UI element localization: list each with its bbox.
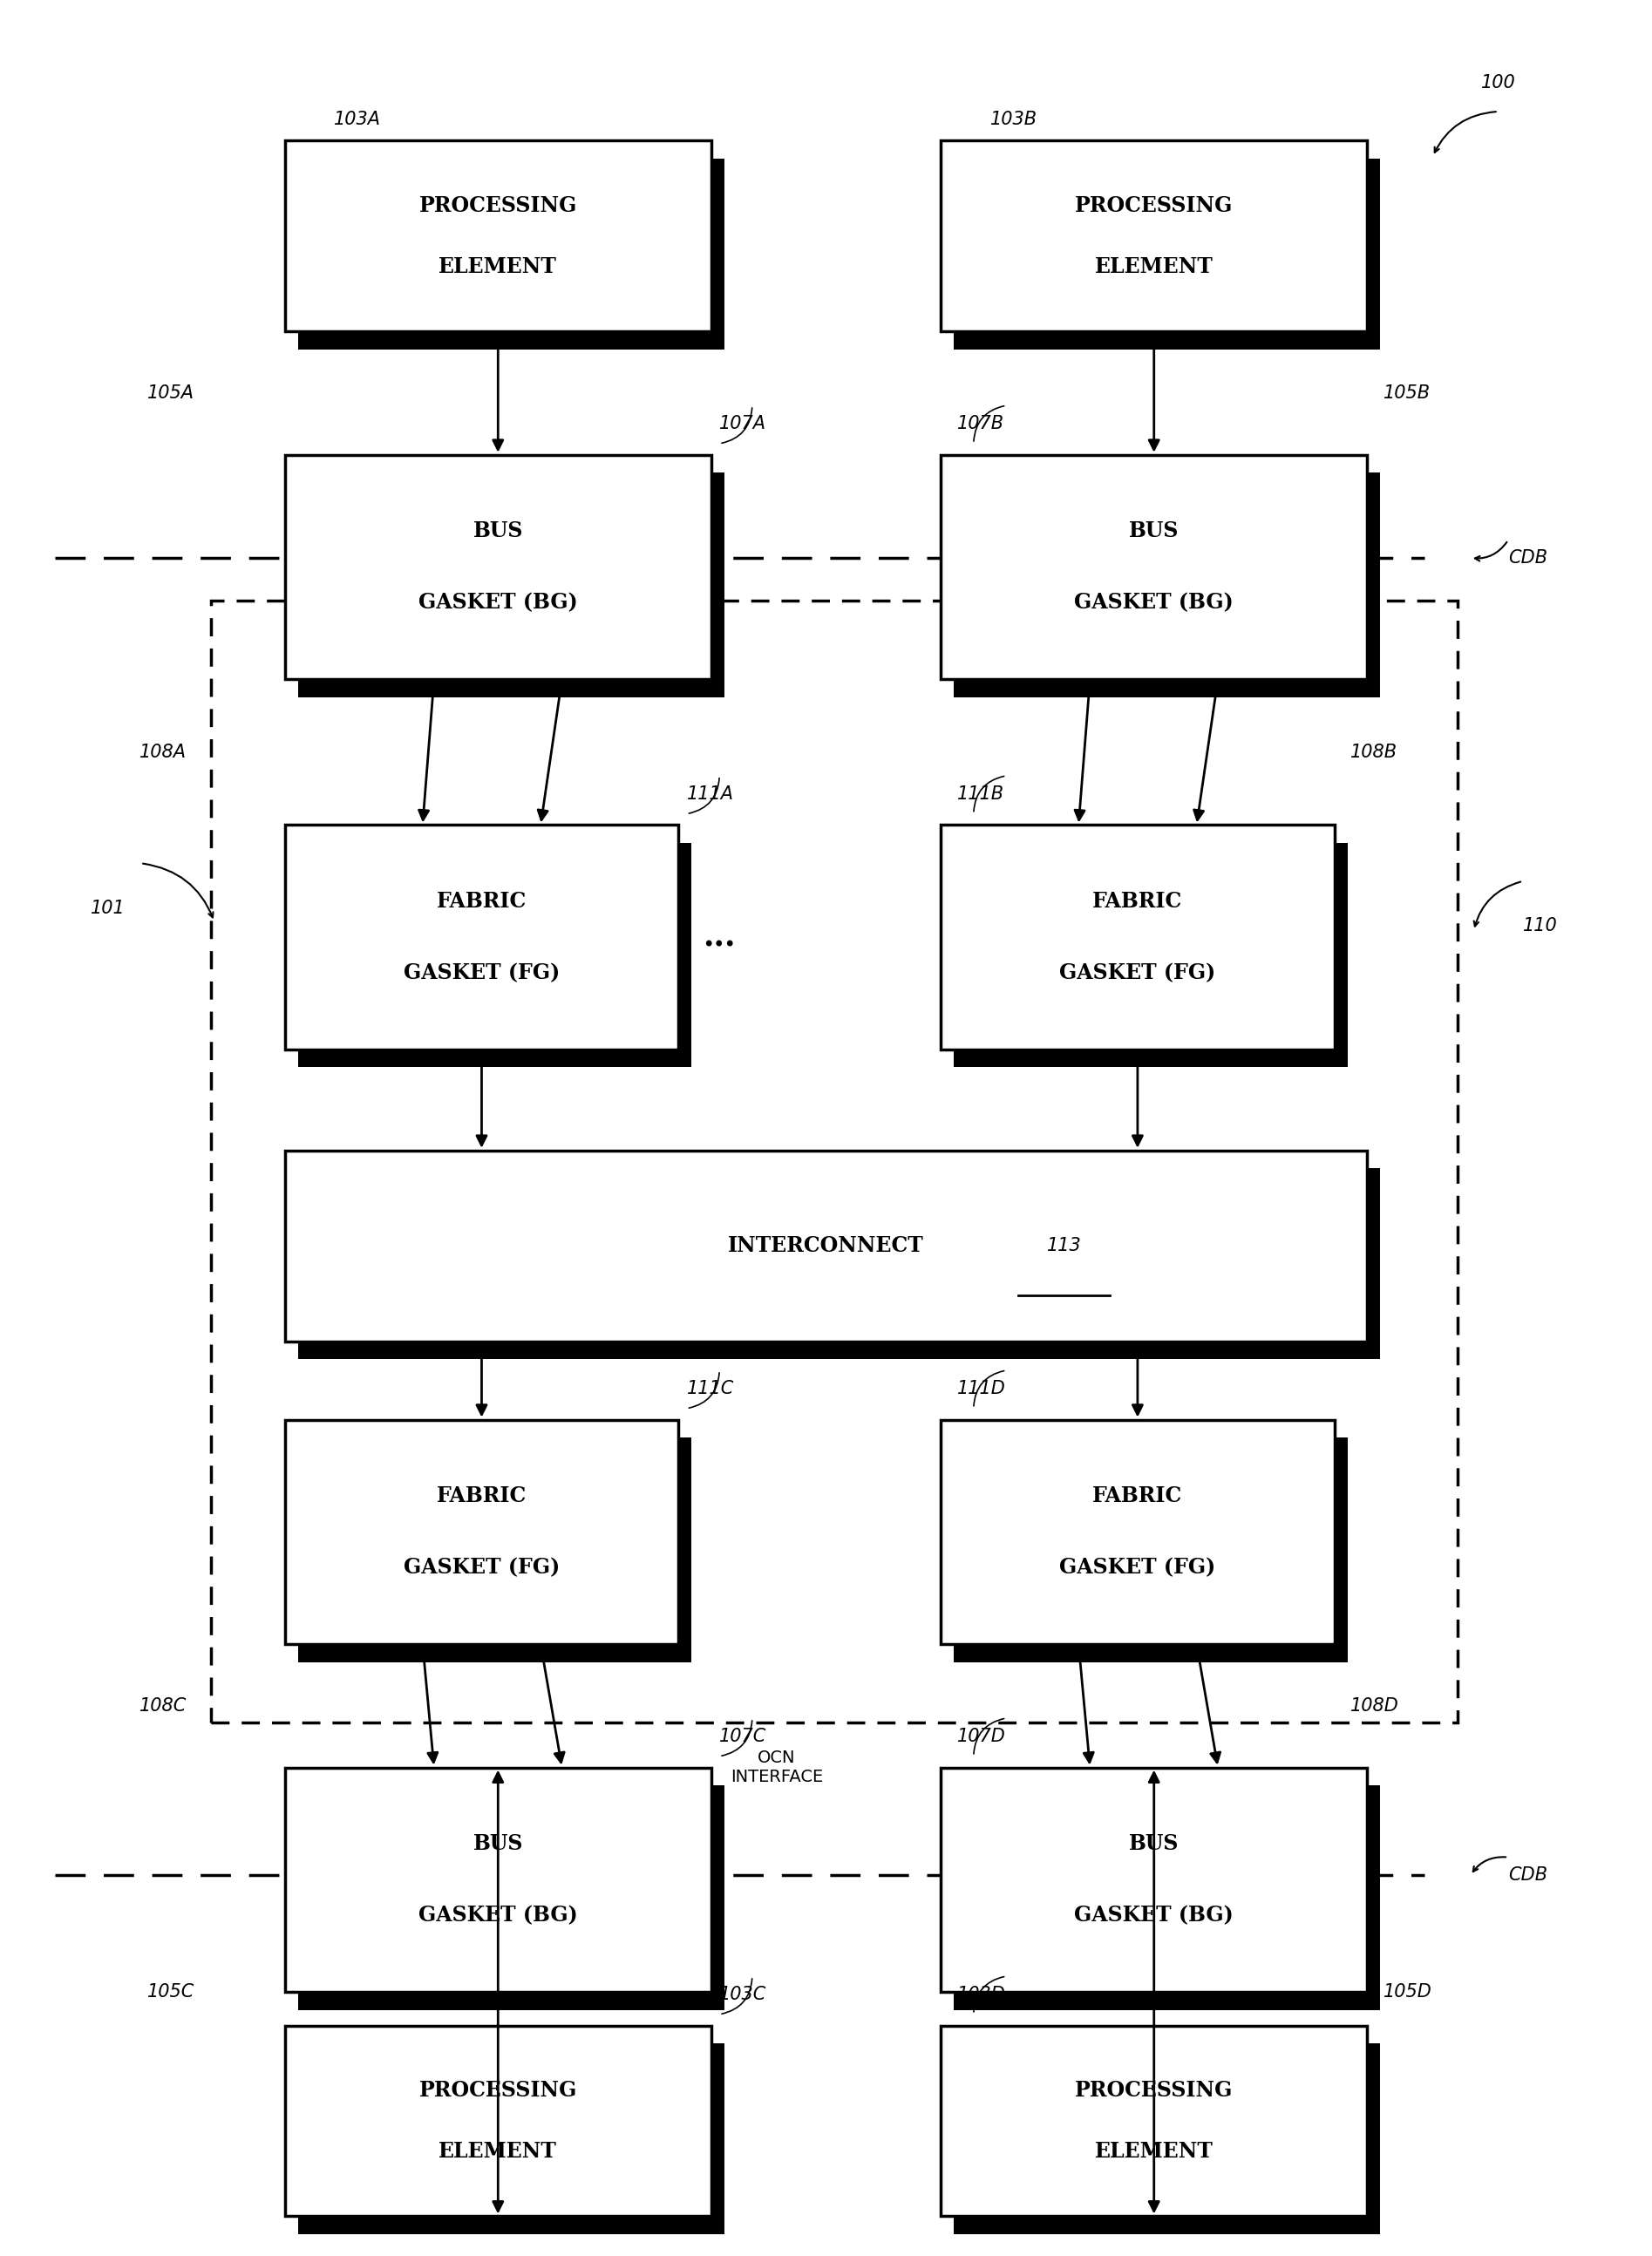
Text: 105D: 105D xyxy=(1384,1983,1432,2001)
Text: GASKET (BG): GASKET (BG) xyxy=(418,593,578,614)
Text: FABRIC: FABRIC xyxy=(1092,891,1183,911)
Text: PROCESSING: PROCESSING xyxy=(420,2080,577,2100)
Bar xyxy=(940,1419,1335,1645)
Bar xyxy=(953,1437,1348,1663)
Text: 108D: 108D xyxy=(1351,1697,1399,1715)
Bar xyxy=(940,826,1335,1049)
Text: 105B: 105B xyxy=(1384,384,1431,402)
Text: 113: 113 xyxy=(1047,1236,1082,1254)
Text: 103A: 103A xyxy=(334,111,382,129)
Bar xyxy=(297,474,724,697)
Text: 103B: 103B xyxy=(990,111,1037,129)
Bar xyxy=(284,456,712,679)
Text: ELEMENT: ELEMENT xyxy=(439,257,557,277)
Bar xyxy=(297,844,692,1067)
Text: GASKET (FG): GASKET (FG) xyxy=(1059,963,1216,984)
Text: BUS: BUS xyxy=(1128,1834,1180,1854)
Text: GASKET (BG): GASKET (BG) xyxy=(1074,1904,1234,1927)
Text: ELEMENT: ELEMENT xyxy=(1095,257,1213,277)
Text: BUS: BUS xyxy=(472,521,524,541)
Bar xyxy=(953,1784,1381,2010)
Bar xyxy=(284,1419,679,1645)
Text: 107C: 107C xyxy=(719,1728,767,1746)
Bar xyxy=(953,474,1381,697)
Bar xyxy=(940,2026,1368,2215)
Text: BUS: BUS xyxy=(472,1834,524,1854)
Bar xyxy=(284,1151,1368,1340)
Text: 100: 100 xyxy=(1482,74,1515,90)
Text: 108B: 108B xyxy=(1351,744,1398,760)
Text: 105A: 105A xyxy=(147,384,195,402)
Bar xyxy=(284,140,712,332)
Text: 111D: 111D xyxy=(957,1381,1006,1396)
Text: ELEMENT: ELEMENT xyxy=(439,2141,557,2161)
Bar xyxy=(953,2044,1381,2233)
Text: CDB: CDB xyxy=(1508,1866,1548,1884)
Bar xyxy=(297,1784,724,2010)
Bar xyxy=(940,140,1368,332)
Bar xyxy=(297,1437,692,1663)
Text: PROCESSING: PROCESSING xyxy=(420,194,577,217)
Text: 111A: 111A xyxy=(687,785,733,803)
Bar xyxy=(953,844,1348,1067)
Bar xyxy=(297,158,724,350)
Text: 103D: 103D xyxy=(957,1985,1006,2003)
Bar xyxy=(284,826,679,1049)
Bar xyxy=(211,600,1457,1724)
Text: 108A: 108A xyxy=(139,744,187,760)
Text: GASKET (FG): GASKET (FG) xyxy=(403,963,560,984)
Text: 105C: 105C xyxy=(147,1983,195,2001)
Text: PROCESSING: PROCESSING xyxy=(1075,194,1232,217)
Bar xyxy=(284,2026,712,2215)
Text: CDB: CDB xyxy=(1508,548,1548,566)
Text: 108C: 108C xyxy=(139,1697,187,1715)
Text: 107D: 107D xyxy=(957,1728,1006,1746)
Text: 111C: 111C xyxy=(687,1381,733,1396)
Text: GASKET (FG): GASKET (FG) xyxy=(403,1557,560,1579)
Text: FABRIC: FABRIC xyxy=(436,1484,527,1507)
Text: 111B: 111B xyxy=(957,785,1004,803)
Text: OCN
INTERFACE: OCN INTERFACE xyxy=(730,1751,823,1784)
Text: FABRIC: FABRIC xyxy=(436,891,527,911)
Text: ELEMENT: ELEMENT xyxy=(1095,2141,1213,2161)
Bar xyxy=(940,456,1368,679)
Text: GASKET (FG): GASKET (FG) xyxy=(1059,1557,1216,1579)
Text: GASKET (BG): GASKET (BG) xyxy=(1074,593,1234,614)
Bar xyxy=(297,1169,1381,1358)
Text: BUS: BUS xyxy=(1128,521,1180,541)
Bar xyxy=(953,158,1381,350)
Text: 107B: 107B xyxy=(957,415,1004,433)
Bar xyxy=(297,2044,724,2233)
Bar xyxy=(284,1766,712,1992)
Text: PROCESSING: PROCESSING xyxy=(1075,2080,1232,2100)
Text: 110: 110 xyxy=(1523,918,1558,934)
Bar xyxy=(940,1766,1368,1992)
Text: INTERCONNECT: INTERCONNECT xyxy=(729,1236,923,1257)
Text: 101: 101 xyxy=(91,900,126,916)
Text: GASKET (BG): GASKET (BG) xyxy=(418,1904,578,1927)
Text: FABRIC: FABRIC xyxy=(1092,1484,1183,1507)
Text: 103C: 103C xyxy=(719,1985,767,2003)
Text: 107A: 107A xyxy=(719,415,767,433)
Text: ...: ... xyxy=(704,923,735,952)
